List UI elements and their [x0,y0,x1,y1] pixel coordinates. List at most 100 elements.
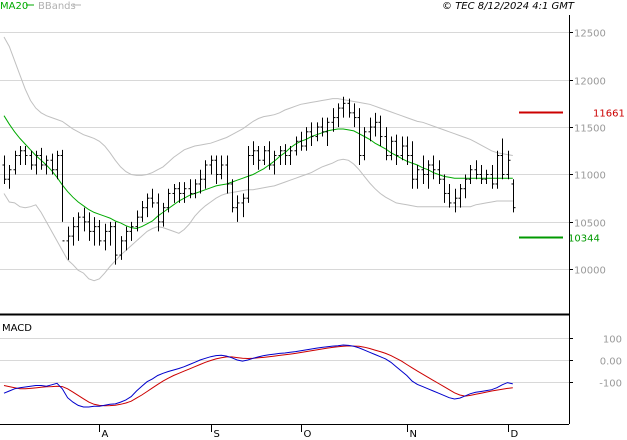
ohlc-bar [113,221,118,265]
ohlc-bar [415,165,420,189]
month-label: O [304,429,312,440]
ohlc-bar [198,169,203,194]
ohlc-bar [500,138,505,180]
ohlc-bar [203,160,208,189]
ohlc-bar [39,147,44,170]
ohlc-bar [87,212,92,241]
ohlc-bar [267,141,272,170]
month-label: A [102,429,109,440]
macd-tick-label: -100 [599,379,622,390]
ohlc-bar [235,195,240,222]
ohlc-bar [124,226,129,251]
resistance-label: 11661 [593,109,625,120]
ohlc-bar [262,146,267,165]
ohlc-bar [458,183,463,208]
ohlc-bar [29,150,34,170]
bband-lower-line [3,158,513,282]
ohlc-bar [209,155,214,175]
ohlc-bar [272,150,277,175]
ohlc-bar [278,146,283,165]
copyright-label: © TEC 8/12/2024 4:1 GMT [442,1,575,12]
macd-signal-line [3,345,513,407]
ohlc-bar [421,155,426,184]
ohlc-bar [368,117,373,142]
ohlc-bar [474,160,479,180]
ohlc-bar [166,188,171,213]
ohlc-bar [410,141,415,189]
ohlc-bar [44,155,49,175]
ohlc-bar [506,150,511,180]
bollinger-bands [3,36,513,282]
ohlc-bar [490,165,495,189]
ohlc-bar [13,150,18,175]
ohlc-bar [426,160,431,189]
ohlc-bar [315,122,320,142]
macd-tick-label: 0.00 [600,357,622,368]
price-bars [2,96,516,265]
ohlc-bar [389,136,394,161]
macd-y-axis: 100 0.00 -100 [569,335,622,390]
ohlc-bar [66,226,71,260]
ohlc-bar [7,165,12,189]
ohlc-bar [347,98,352,118]
macd-label: MACD [2,323,32,334]
ohlc-bar [357,108,362,165]
ohlc-bar [71,217,76,246]
macd-lines [3,344,513,408]
ohlc-bar [447,183,452,208]
ma20-legend-label: MA20 [0,1,28,12]
price-tick-label: 12000 [574,77,606,88]
ohlc-bar [405,136,410,165]
ohlc-bar [331,108,336,132]
ohlc-bar [384,127,389,161]
ohlc-bar [309,122,314,147]
ohlc-bar [55,150,60,180]
ohlc-bar [161,202,166,227]
month-label: N [410,429,417,440]
price-panel: 12500 12000 11500 11000 10500 10000 11661 1034… [0,29,625,282]
ohlc-bar [241,193,246,218]
ohlc-bar [288,146,293,165]
macd-grid [0,338,569,383]
ohlc-bar [135,210,140,232]
ohlc-bar [182,182,187,203]
ohlc-bar [325,117,330,147]
ohlc-bar [463,174,468,199]
ohlc-bar [453,188,458,213]
ohlc-bar [225,155,230,194]
ohlc-bar [50,153,55,175]
ohlc-bar [468,165,473,184]
ohlc-bar [129,221,134,241]
bband-upper-line [3,36,513,176]
ohlc-bar [230,179,235,213]
ohlc-bar [362,127,367,161]
price-tick-label: 11500 [574,124,606,135]
price-tick-label: 11000 [574,171,606,182]
ohlc-bar [495,150,500,189]
macd-tick-label: 100 [603,335,622,346]
ohlc-bar [119,236,124,260]
ohlc-bar [193,179,198,199]
macd-panel: MACD 100 0.00 -100 [0,323,622,408]
ohlc-bar [341,96,346,118]
ohlc-bar [437,160,442,184]
ohlc-bar [246,146,251,203]
ohlc-bar [373,112,378,137]
ohlc-bar [150,188,155,208]
ohlc-bar [336,103,341,128]
month-label: D [511,429,519,440]
ohlc-bar [172,183,177,203]
ohlc-bar [294,136,299,156]
price-levels: 11661 10344 [519,109,625,245]
ohlc-bar [256,146,261,170]
ohlc-bar [352,103,357,128]
ohlc-bar [103,223,108,251]
ohlc-bar [97,220,102,246]
ohlc-bar [251,141,256,165]
macd-line [3,344,513,408]
ohlc-bar [2,155,7,184]
ohlc-bar [92,217,97,246]
ohlc-bar [400,136,405,161]
